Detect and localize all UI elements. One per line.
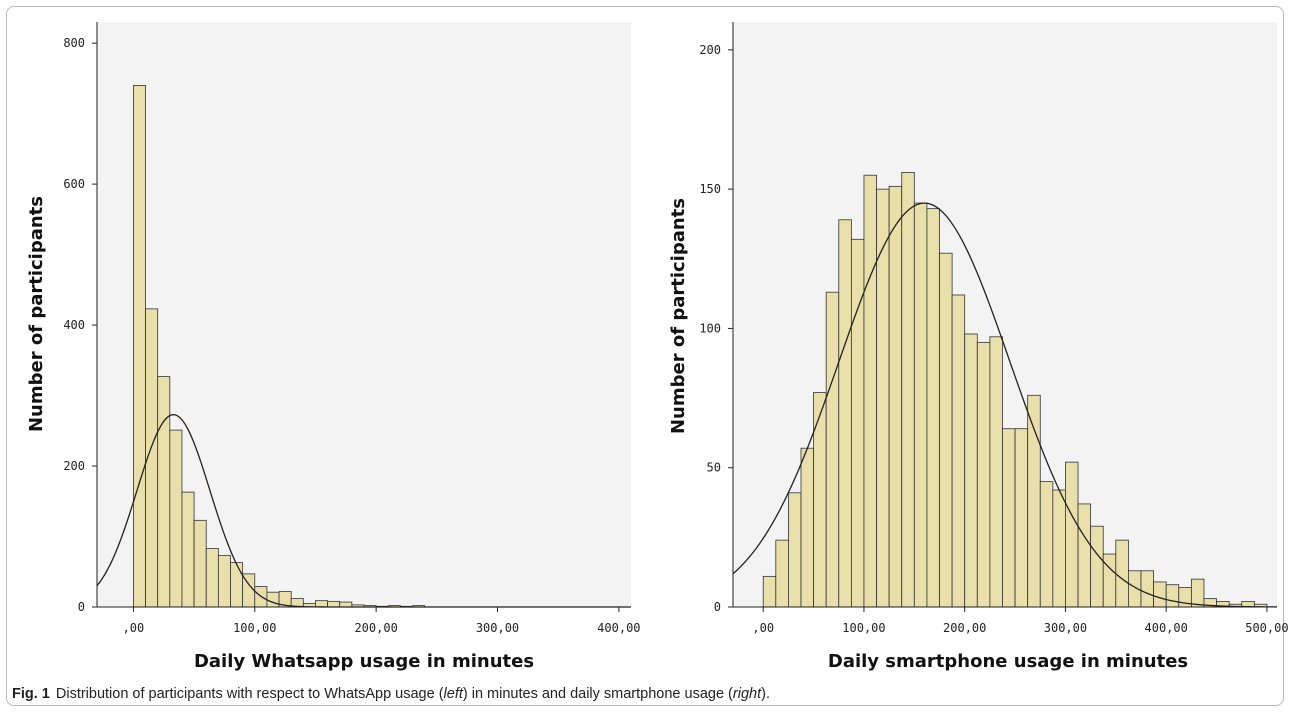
bar — [157, 376, 171, 608]
x-axis-title-left: Daily Whatsapp usage in minutes — [194, 651, 534, 672]
bar — [901, 172, 915, 608]
bar — [1165, 584, 1180, 608]
y-tick-label: 0 — [714, 600, 721, 614]
x-tick-label: 300,00 — [476, 621, 519, 635]
bar — [813, 392, 827, 608]
x-tick-label: 400,00 — [597, 621, 640, 635]
x-tick-label: 400,00 — [1145, 621, 1188, 635]
bar — [825, 291, 840, 608]
bar — [1140, 570, 1154, 608]
bar — [1039, 481, 1054, 608]
bar — [964, 333, 978, 608]
x-tick-label: 300,00 — [1044, 621, 1087, 635]
bar — [1153, 581, 1167, 608]
bar — [863, 174, 877, 608]
bar — [1065, 461, 1079, 608]
figure-caption: Fig. 1 Distribution of participants with … — [12, 686, 770, 702]
x-tick-label: ,00 — [123, 621, 145, 635]
bar — [1077, 503, 1092, 608]
bar — [1115, 539, 1129, 608]
figure-label: Fig. 1 — [12, 686, 50, 702]
y-tick-label: 200 — [699, 43, 721, 57]
y-axis-title-right: Number of participants — [668, 198, 689, 434]
bar — [976, 341, 991, 608]
caption-right: right — [732, 686, 762, 702]
x-axis-title-right: Daily smartphone usage in minutes — [828, 651, 1188, 672]
y-axis-title-left: Number of participants — [26, 196, 47, 432]
bar — [169, 429, 183, 608]
bar — [876, 188, 890, 608]
bar — [800, 447, 814, 608]
bar — [850, 238, 865, 608]
caption-left: left — [443, 686, 463, 702]
bar — [193, 519, 207, 608]
normal-curve-right — [732, 202, 1278, 608]
y-tick-label: 800 — [63, 36, 85, 50]
bar — [1014, 428, 1029, 608]
bar — [133, 85, 146, 608]
y-ticks-right: 0 50 100 150 200 — [699, 43, 733, 614]
chart-left-whatsapp: ,00 100,00 200,00 300,00 400,00 0 200 400 600 80… — [26, 22, 641, 672]
y-ticks-left: 0 200 400 600 800 — [63, 36, 97, 614]
bar — [888, 185, 903, 608]
bar — [217, 555, 231, 608]
y-tick-label: 0 — [78, 600, 85, 614]
bar — [775, 539, 789, 608]
x-tick-label: 200,00 — [354, 621, 397, 635]
caption-text-1: Distribution of participants with respec… — [55, 686, 444, 702]
bar — [327, 600, 341, 608]
x-ticks-right: ,00 100,00 200,00 300,00 400,00 500,00 — [752, 607, 1289, 635]
y-tick-label: 100 — [699, 321, 721, 335]
bar — [788, 492, 802, 608]
bar — [989, 336, 1003, 608]
bar — [205, 548, 219, 608]
y-tick-label: 200 — [63, 459, 85, 473]
x-tick-label: ,00 — [752, 621, 774, 635]
bar — [926, 208, 940, 608]
y-tick-label: 600 — [63, 177, 85, 191]
bar — [181, 491, 195, 608]
bar — [266, 591, 280, 608]
bar — [1090, 525, 1104, 608]
bar — [1002, 428, 1016, 608]
bar — [339, 601, 353, 608]
x-ticks-left: ,00 100,00 200,00 300,00 400,00 — [123, 607, 641, 635]
bar — [939, 252, 953, 608]
y-tick-label: 50 — [707, 461, 721, 475]
chart-right-smartphone: ,00 100,00 200,00 300,00 400,00 500,00 0 50 100… — [668, 22, 1289, 672]
bar — [838, 219, 852, 608]
bar — [1190, 578, 1205, 608]
bar — [1052, 489, 1066, 608]
caption-text-3: ). — [761, 686, 770, 702]
x-tick-label: 200,00 — [943, 621, 986, 635]
bar — [315, 600, 328, 608]
bar — [951, 294, 966, 608]
bars-left — [133, 85, 426, 608]
y-tick-label: 150 — [699, 182, 721, 196]
bar — [1102, 553, 1117, 608]
x-tick-label: 100,00 — [233, 621, 276, 635]
bar — [913, 202, 928, 608]
y-tick-label: 400 — [63, 318, 85, 332]
bar — [762, 575, 777, 608]
x-tick-label: 500,00 — [1245, 621, 1288, 635]
x-tick-label: 100,00 — [842, 621, 885, 635]
bar — [230, 562, 244, 608]
caption-text-2: ) in minutes and daily smartphone usage … — [462, 686, 733, 702]
